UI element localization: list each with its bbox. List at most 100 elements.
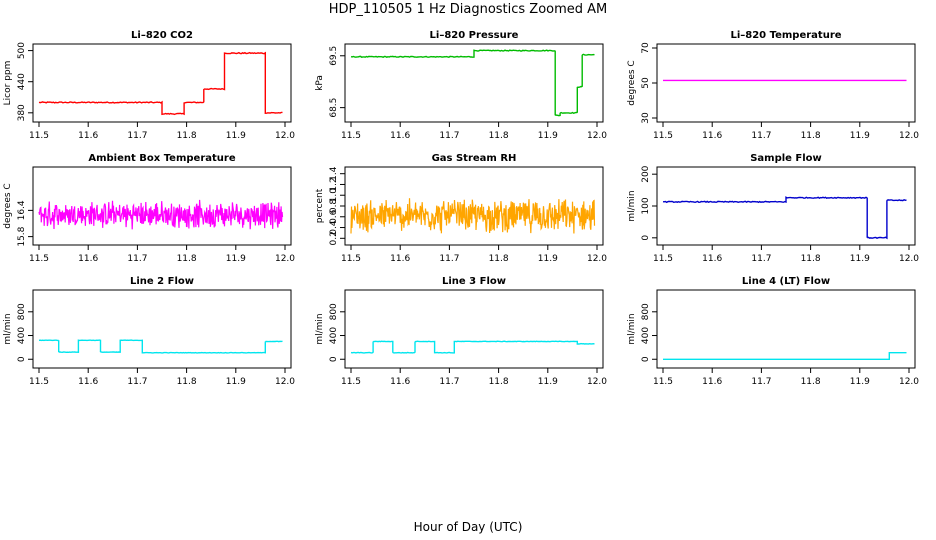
x-tick-label: 11.7 <box>751 131 771 141</box>
panel-5: Gas Stream RH percent 11.5 11.6 11.7 11.8 11.9… <box>315 153 607 264</box>
y-axis-label: kPa <box>315 75 325 91</box>
x-tick-label: 11.6 <box>702 254 722 264</box>
series-line <box>350 49 595 117</box>
y-tick-label: 0.4 <box>329 220 339 235</box>
panel-9: Line 4 (LT) Flow ml/min 11.5 11.6 11.7 11.8 11… <box>627 276 919 387</box>
y-tick-label: 100 <box>641 197 651 214</box>
x-tick-label: 11.8 <box>489 377 509 387</box>
x-tick-label: 11.5 <box>341 131 361 141</box>
x-tick-label: 11.9 <box>850 254 870 264</box>
x-tick-label: 11.8 <box>801 254 821 264</box>
y-tick-label: 500 <box>17 42 27 59</box>
y-axis-label: Licor ppm <box>3 61 13 106</box>
x-tick-label: 12.0 <box>275 254 295 264</box>
panel-4: Ambient Box Temperature degrees C 11.5 11.6… <box>3 153 295 264</box>
y-tick-label: 0.2 <box>329 231 339 245</box>
panel-title: Li–820 CO2 <box>131 30 193 41</box>
x-tick-label: 11.5 <box>341 254 361 264</box>
y-tick-label: 15.8 <box>17 226 27 246</box>
panel-title: Li–820 Pressure <box>430 30 519 41</box>
x-tick-label: 11.8 <box>489 131 509 141</box>
figure-xlabel: Hour of Day (UTC) <box>414 520 523 534</box>
y-tick-label: 400 <box>329 327 339 344</box>
panel-6: Sample Flow ml/min 11.5 11.6 11.7 11.8 11.9 12.… <box>627 153 919 264</box>
x-tick-label: 11.9 <box>538 254 558 264</box>
y-tick-label: 50 <box>641 77 651 89</box>
x-tick-label: 11.6 <box>78 377 98 387</box>
series-line <box>38 339 283 354</box>
y-tick-label: 16.4 <box>17 200 27 220</box>
y-tick-label: 400 <box>641 327 651 344</box>
x-tick-label: 11.5 <box>29 377 49 387</box>
x-tick-label: 11.9 <box>538 131 558 141</box>
y-tick-label: 0 <box>329 356 339 362</box>
x-tick-label: 11.8 <box>177 377 197 387</box>
plot-frame <box>656 289 916 369</box>
x-tick-label: 11.7 <box>439 377 459 387</box>
x-tick-label: 11.7 <box>127 377 147 387</box>
panel-8: Line 3 Flow ml/min 11.5 11.6 11.7 11.8 11.9 12.… <box>315 276 607 387</box>
x-tick-label: 12.0 <box>587 131 607 141</box>
x-tick-label: 11.6 <box>390 131 410 141</box>
x-tick-label: 11.7 <box>439 131 459 141</box>
x-tick-label: 11.6 <box>390 377 410 387</box>
x-tick-label: 11.6 <box>702 131 722 141</box>
y-tick-label: 0.8 <box>329 199 339 214</box>
x-tick-label: 11.5 <box>653 131 673 141</box>
series-line <box>663 352 907 360</box>
x-tick-label: 11.9 <box>850 131 870 141</box>
x-tick-label: 12.0 <box>275 377 295 387</box>
panel-title: Gas Stream RH <box>432 153 517 164</box>
x-tick-label: 11.5 <box>653 377 673 387</box>
x-tick-label: 12.0 <box>587 254 607 264</box>
x-tick-label: 12.0 <box>899 131 919 141</box>
plot-frame <box>32 43 292 123</box>
x-tick-label: 11.8 <box>489 254 509 264</box>
series-line <box>38 199 284 230</box>
x-tick-label: 11.8 <box>177 131 197 141</box>
plot-frame <box>344 289 604 369</box>
x-tick-label: 11.8 <box>801 377 821 387</box>
panel-title: Li–820 Temperature <box>730 30 841 41</box>
series-line <box>350 198 596 234</box>
y-tick-label: 30 <box>641 112 651 124</box>
panel-title: Sample Flow <box>750 153 822 164</box>
y-axis-label: ml/min <box>3 313 13 344</box>
y-tick-label: 800 <box>329 303 339 320</box>
panel-title: Line 3 Flow <box>442 276 506 287</box>
x-tick-label: 11.9 <box>226 254 246 264</box>
plot-frame <box>656 43 916 123</box>
y-tick-label: 1.4 <box>329 166 339 181</box>
x-tick-label: 11.7 <box>751 254 771 264</box>
plot-frame <box>656 166 916 246</box>
series-line <box>38 51 283 116</box>
x-tick-label: 11.5 <box>29 254 49 264</box>
series-line <box>350 340 595 354</box>
y-tick-label: 0.6 <box>329 209 339 224</box>
panel-2: Li–820 Pressure kPa 11.5 11.6 11.7 11.8 11.9 12… <box>315 30 607 141</box>
series-line <box>662 196 907 240</box>
y-axis-label: degrees C <box>3 183 13 228</box>
x-tick-label: 11.9 <box>850 377 870 387</box>
x-tick-label: 11.7 <box>127 131 147 141</box>
y-tick-label: 400 <box>17 327 27 344</box>
y-axis-label: ml/min <box>627 313 637 344</box>
panel-title: Ambient Box Temperature <box>88 153 235 164</box>
x-tick-label: 11.7 <box>127 254 147 264</box>
plot-frame <box>344 43 604 123</box>
y-tick-label: 380 <box>17 104 27 121</box>
x-tick-label: 11.6 <box>702 377 722 387</box>
panel-title: Line 2 Flow <box>130 276 194 287</box>
y-tick-label: 0 <box>641 356 651 362</box>
y-tick-label: 0 <box>17 356 27 362</box>
x-tick-label: 11.5 <box>341 377 361 387</box>
x-tick-label: 11.6 <box>78 254 98 264</box>
y-tick-label: 1.0 <box>329 188 339 203</box>
y-tick-label: 69.5 <box>329 46 339 66</box>
panel-title: Line 4 (LT) Flow <box>742 276 830 287</box>
x-tick-label: 11.7 <box>751 377 771 387</box>
y-tick-label: 440 <box>17 73 27 90</box>
x-tick-label: 12.0 <box>275 131 295 141</box>
y-tick-label: 800 <box>641 303 651 320</box>
